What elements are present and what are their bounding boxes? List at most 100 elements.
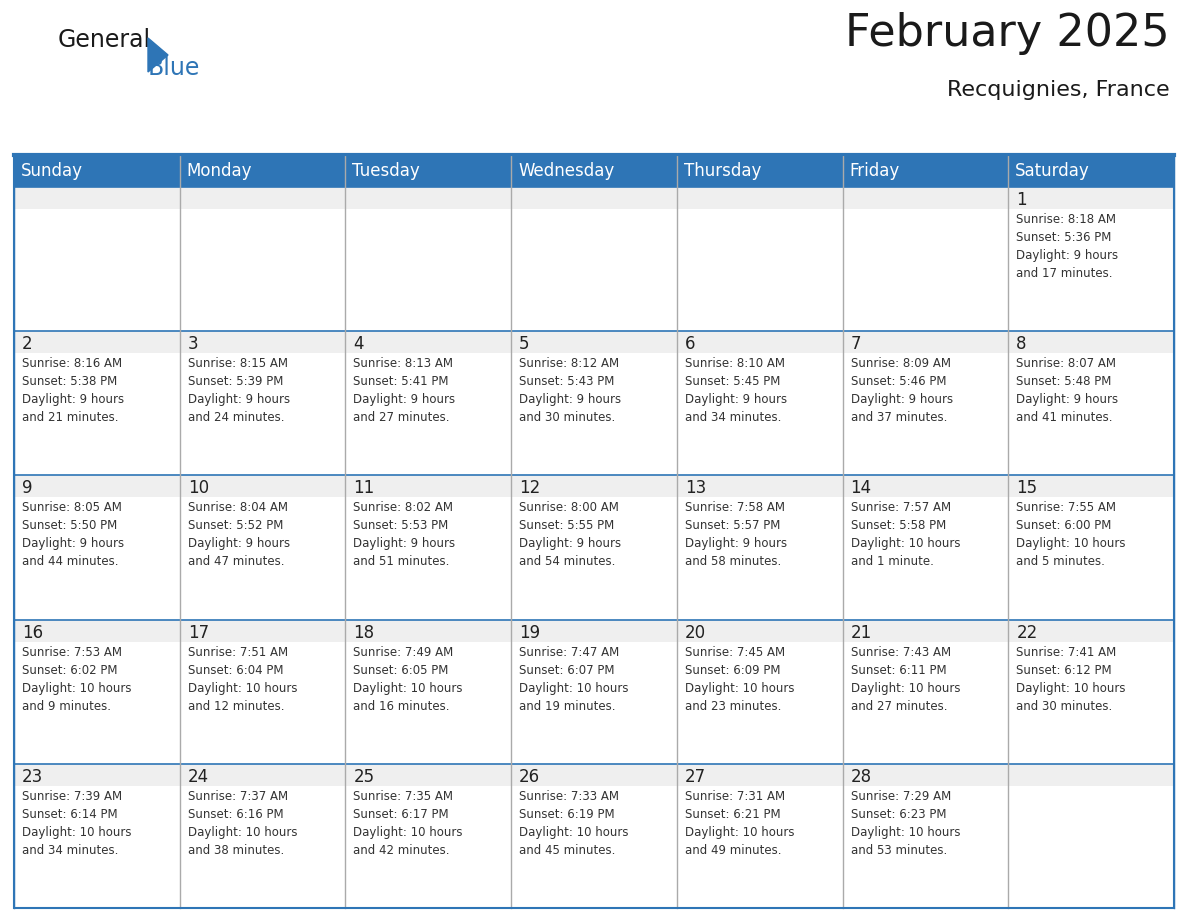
Bar (14, 331, 179, 476)
Bar (14, 476, 179, 620)
Bar (346, 764, 511, 786)
Bar (511, 476, 677, 620)
Bar (842, 331, 1009, 353)
Text: Sunrise: 8:07 AM
Sunset: 5:48 PM
Daylight: 9 hours
and 41 minutes.: Sunrise: 8:07 AM Sunset: 5:48 PM Dayligh… (1016, 357, 1118, 424)
Bar (842, 764, 1009, 786)
Text: Sunrise: 7:35 AM
Sunset: 6:17 PM
Daylight: 10 hours
and 42 minutes.: Sunrise: 7:35 AM Sunset: 6:17 PM Dayligh… (353, 789, 463, 856)
Bar (1009, 476, 1174, 620)
Text: Tuesday: Tuesday (353, 162, 421, 180)
Text: 15: 15 (1016, 479, 1037, 498)
Text: Sunrise: 8:09 AM
Sunset: 5:46 PM
Daylight: 9 hours
and 37 minutes.: Sunrise: 8:09 AM Sunset: 5:46 PM Dayligh… (851, 357, 953, 424)
Text: Sunrise: 7:53 AM
Sunset: 6:02 PM
Daylight: 10 hours
and 9 minutes.: Sunrise: 7:53 AM Sunset: 6:02 PM Dayligh… (23, 645, 132, 712)
Bar (179, 155, 346, 187)
Text: 13: 13 (684, 479, 706, 498)
Text: Monday: Monday (187, 162, 252, 180)
Text: Sunrise: 8:12 AM
Sunset: 5:43 PM
Daylight: 9 hours
and 30 minutes.: Sunrise: 8:12 AM Sunset: 5:43 PM Dayligh… (519, 357, 621, 424)
Bar (1009, 620, 1174, 764)
Bar (511, 476, 677, 498)
Bar (179, 476, 346, 498)
Bar (511, 187, 677, 209)
Bar (1009, 764, 1174, 786)
Text: Thursday: Thursday (684, 162, 762, 180)
Bar (346, 476, 511, 498)
Text: 4: 4 (353, 335, 364, 353)
Bar (346, 620, 511, 642)
Bar (1009, 764, 1174, 908)
Bar (346, 187, 511, 331)
Bar (677, 620, 842, 642)
Bar (346, 476, 511, 620)
Text: Friday: Friday (849, 162, 899, 180)
Bar (346, 331, 511, 476)
Text: Wednesday: Wednesday (518, 162, 614, 180)
Bar (179, 187, 346, 209)
Bar (1009, 331, 1174, 476)
Bar (14, 331, 179, 353)
Bar (14, 764, 179, 786)
Bar (14, 476, 179, 498)
Bar (346, 155, 511, 187)
Text: 9: 9 (23, 479, 32, 498)
Bar (1009, 187, 1174, 209)
Text: Sunrise: 7:29 AM
Sunset: 6:23 PM
Daylight: 10 hours
and 53 minutes.: Sunrise: 7:29 AM Sunset: 6:23 PM Dayligh… (851, 789, 960, 856)
Bar (842, 476, 1009, 620)
Text: 20: 20 (684, 623, 706, 642)
Bar (14, 187, 179, 331)
Text: Sunrise: 7:55 AM
Sunset: 6:00 PM
Daylight: 10 hours
and 5 minutes.: Sunrise: 7:55 AM Sunset: 6:00 PM Dayligh… (1016, 501, 1126, 568)
Bar (677, 187, 842, 331)
Bar (179, 187, 346, 331)
Bar (511, 187, 677, 331)
Bar (842, 331, 1009, 476)
Text: Blue: Blue (148, 56, 201, 80)
Text: 18: 18 (353, 623, 374, 642)
Text: 22: 22 (1016, 623, 1037, 642)
Text: Sunrise: 7:39 AM
Sunset: 6:14 PM
Daylight: 10 hours
and 34 minutes.: Sunrise: 7:39 AM Sunset: 6:14 PM Dayligh… (23, 789, 132, 856)
Bar (842, 620, 1009, 642)
Bar (511, 155, 677, 187)
Bar (1009, 331, 1174, 353)
Bar (511, 764, 677, 786)
Text: 12: 12 (519, 479, 541, 498)
Bar (842, 476, 1009, 498)
Text: 24: 24 (188, 767, 209, 786)
Text: General: General (58, 28, 151, 52)
Bar (346, 620, 511, 764)
Bar (179, 764, 346, 786)
Text: 17: 17 (188, 623, 209, 642)
Text: 16: 16 (23, 623, 43, 642)
Text: 11: 11 (353, 479, 374, 498)
Bar (14, 620, 179, 764)
Bar (179, 331, 346, 353)
Text: Sunrise: 7:49 AM
Sunset: 6:05 PM
Daylight: 10 hours
and 16 minutes.: Sunrise: 7:49 AM Sunset: 6:05 PM Dayligh… (353, 645, 463, 712)
Bar (677, 764, 842, 786)
Bar (14, 620, 179, 642)
Bar (677, 155, 842, 187)
Text: Sunrise: 7:37 AM
Sunset: 6:16 PM
Daylight: 10 hours
and 38 minutes.: Sunrise: 7:37 AM Sunset: 6:16 PM Dayligh… (188, 789, 297, 856)
Bar (677, 620, 842, 764)
Text: Sunrise: 7:57 AM
Sunset: 5:58 PM
Daylight: 10 hours
and 1 minute.: Sunrise: 7:57 AM Sunset: 5:58 PM Dayligh… (851, 501, 960, 568)
Text: Sunrise: 7:41 AM
Sunset: 6:12 PM
Daylight: 10 hours
and 30 minutes.: Sunrise: 7:41 AM Sunset: 6:12 PM Dayligh… (1016, 645, 1126, 712)
Text: Sunrise: 7:43 AM
Sunset: 6:11 PM
Daylight: 10 hours
and 27 minutes.: Sunrise: 7:43 AM Sunset: 6:11 PM Dayligh… (851, 645, 960, 712)
Bar (14, 155, 179, 187)
Bar (842, 620, 1009, 764)
Text: 8: 8 (1016, 335, 1026, 353)
Bar (842, 764, 1009, 908)
Bar (346, 764, 511, 908)
Bar (677, 331, 842, 353)
Polygon shape (148, 38, 168, 72)
Bar (1009, 155, 1174, 187)
Text: 19: 19 (519, 623, 541, 642)
Text: 28: 28 (851, 767, 872, 786)
Text: Sunrise: 7:47 AM
Sunset: 6:07 PM
Daylight: 10 hours
and 19 minutes.: Sunrise: 7:47 AM Sunset: 6:07 PM Dayligh… (519, 645, 628, 712)
Bar (511, 764, 677, 908)
Bar (179, 331, 346, 476)
Text: 27: 27 (684, 767, 706, 786)
Bar (677, 187, 842, 209)
Bar (179, 620, 346, 642)
Text: 21: 21 (851, 623, 872, 642)
Text: 5: 5 (519, 335, 530, 353)
Bar (346, 187, 511, 209)
Text: Sunrise: 7:45 AM
Sunset: 6:09 PM
Daylight: 10 hours
and 23 minutes.: Sunrise: 7:45 AM Sunset: 6:09 PM Dayligh… (684, 645, 795, 712)
Bar (677, 476, 842, 498)
Bar (842, 155, 1009, 187)
